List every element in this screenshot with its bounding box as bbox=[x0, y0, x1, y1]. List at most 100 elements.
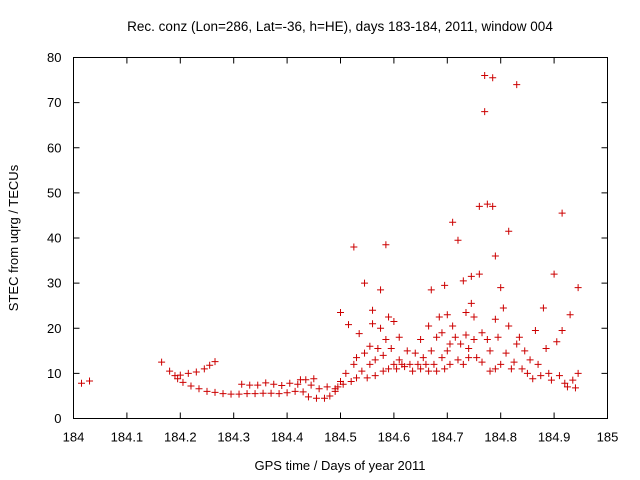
data-point bbox=[409, 367, 417, 375]
x-tick-label: 184.3 bbox=[217, 430, 250, 445]
x-tick-label: 184.5 bbox=[324, 430, 357, 445]
data-point bbox=[307, 381, 315, 389]
data-point bbox=[366, 360, 374, 368]
data-point bbox=[555, 372, 563, 380]
x-tick-label: 184.1 bbox=[111, 430, 144, 445]
data-point bbox=[534, 360, 542, 368]
x-tick-labels: 184 184.1 184.2 184.3 184.4 184.5 184.6 184.7 18… bbox=[63, 430, 619, 445]
y-tick-labels: 0 10 20 30 40 50 60 70 80 bbox=[47, 50, 61, 426]
y-tick-label: 60 bbox=[47, 140, 61, 155]
data-point bbox=[382, 241, 390, 249]
data-point bbox=[550, 270, 558, 278]
data-point bbox=[243, 390, 251, 398]
data-point bbox=[441, 281, 449, 289]
data-point bbox=[211, 358, 219, 366]
data-point bbox=[537, 372, 545, 380]
data-point bbox=[211, 388, 219, 396]
data-point bbox=[283, 389, 291, 397]
data-point bbox=[481, 108, 489, 116]
data-point bbox=[462, 308, 470, 316]
data-point bbox=[523, 369, 531, 377]
data-point bbox=[465, 354, 473, 362]
data-point bbox=[467, 272, 475, 280]
data-point bbox=[174, 375, 182, 383]
data-point bbox=[347, 377, 355, 385]
chart-title: Rec. conz (Lon=286, Lat=-36, h=HE), days… bbox=[127, 19, 553, 34]
data-point bbox=[179, 378, 187, 386]
x-tick-label: 184.2 bbox=[164, 430, 197, 445]
data-point bbox=[219, 390, 227, 398]
data-point bbox=[78, 379, 86, 387]
y-tick-label: 30 bbox=[47, 276, 61, 291]
data-point bbox=[491, 315, 499, 323]
data-point bbox=[200, 365, 208, 373]
data-point bbox=[566, 311, 574, 319]
data-point bbox=[427, 286, 435, 294]
data-point bbox=[417, 336, 425, 344]
plot-frame bbox=[73, 57, 608, 419]
data-point bbox=[312, 394, 320, 402]
data-point bbox=[491, 252, 499, 260]
data-point bbox=[377, 286, 385, 294]
data-point bbox=[481, 72, 489, 80]
y-tick-label: 0 bbox=[54, 411, 61, 426]
data-point bbox=[86, 377, 94, 385]
data-point bbox=[521, 347, 529, 355]
data-point bbox=[438, 329, 446, 337]
data-point bbox=[251, 390, 259, 398]
data-point bbox=[425, 367, 433, 375]
data-point bbox=[291, 387, 299, 395]
data-point bbox=[507, 365, 515, 373]
data-point bbox=[505, 227, 513, 235]
data-point bbox=[494, 333, 502, 341]
data-point bbox=[369, 320, 377, 328]
data-point bbox=[531, 327, 539, 335]
data-point bbox=[454, 356, 462, 364]
data-point bbox=[345, 321, 353, 329]
x-tick-label: 185 bbox=[597, 430, 619, 445]
x-tick-label: 184 bbox=[63, 430, 85, 445]
data-point bbox=[387, 345, 395, 353]
data-point bbox=[513, 81, 521, 89]
data-point bbox=[192, 368, 200, 376]
data-point bbox=[270, 380, 278, 388]
data-point bbox=[451, 333, 459, 341]
data-point bbox=[443, 311, 451, 319]
data-point bbox=[545, 369, 553, 377]
data-point bbox=[395, 356, 403, 364]
data-point bbox=[465, 345, 473, 353]
data-point bbox=[478, 358, 486, 366]
data-point bbox=[259, 389, 267, 397]
y-axis-label: STEC from uqrg / TECUs bbox=[6, 164, 21, 311]
data-point bbox=[574, 369, 582, 377]
data-point bbox=[513, 340, 521, 348]
data-point bbox=[449, 322, 457, 330]
data-point bbox=[446, 360, 454, 368]
data-point bbox=[563, 383, 571, 391]
data-point bbox=[558, 327, 566, 335]
data-point bbox=[187, 382, 195, 390]
data-point bbox=[206, 361, 214, 369]
data-point bbox=[446, 340, 454, 348]
data-point bbox=[166, 367, 174, 375]
data-point bbox=[483, 336, 491, 344]
y-tick-label: 80 bbox=[47, 50, 61, 65]
data-point bbox=[489, 74, 497, 82]
data-point bbox=[369, 306, 377, 314]
data-point bbox=[382, 336, 390, 344]
y-tick-label: 70 bbox=[47, 95, 61, 110]
data-point bbox=[158, 358, 166, 366]
x-tick-label: 184.9 bbox=[538, 430, 571, 445]
data-point bbox=[470, 313, 478, 321]
y-tick-label: 10 bbox=[47, 366, 61, 381]
data-point bbox=[467, 299, 475, 307]
data-point bbox=[184, 369, 192, 377]
data-point bbox=[486, 367, 494, 375]
data-point bbox=[547, 376, 555, 384]
data-point bbox=[419, 354, 427, 362]
data-point bbox=[449, 218, 457, 226]
data-point bbox=[425, 322, 433, 330]
data-point bbox=[339, 380, 347, 388]
data-point bbox=[302, 376, 310, 384]
